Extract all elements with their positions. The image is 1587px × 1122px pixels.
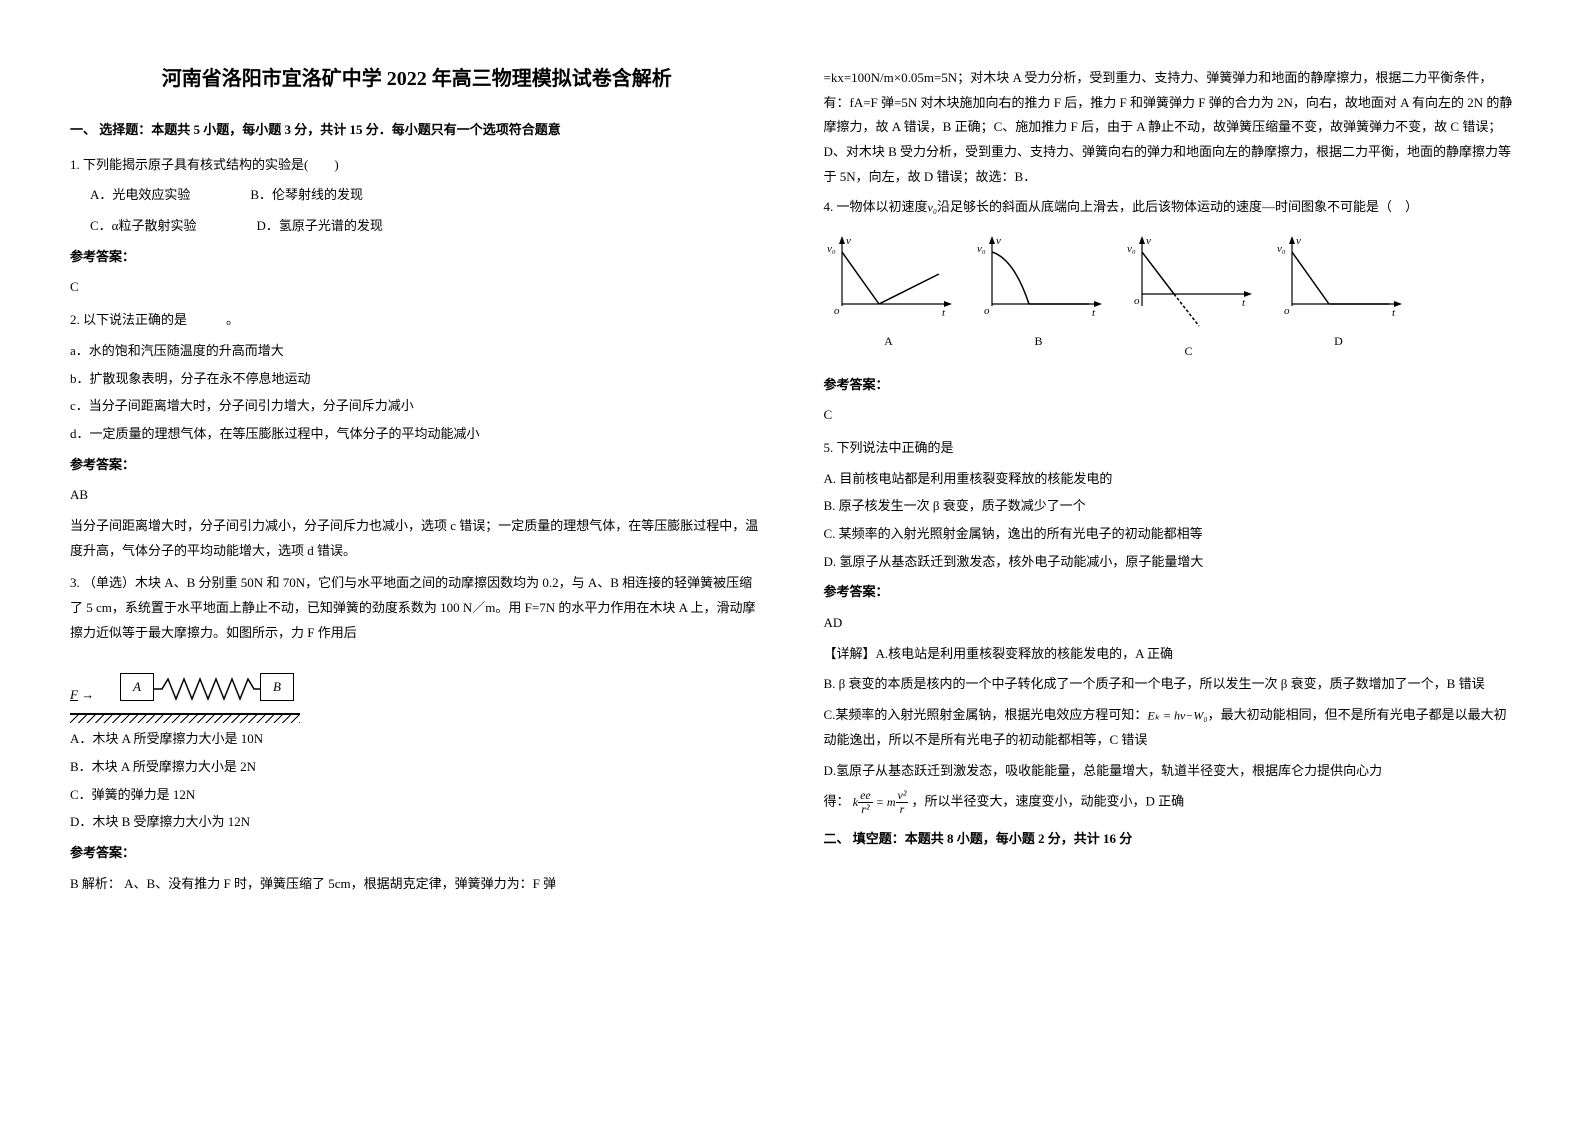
q2-optd: d．一定质量的理想气体，在等压膨胀过程中，气体分子的平均动能减小 [70, 422, 764, 447]
q1-optA: A．光电效应实验 [90, 183, 190, 208]
q5-answer: AD [824, 611, 1518, 636]
spring-icon [154, 677, 260, 701]
q5-expC: C.某频率的入射光照射金属钠，根据光电效应方程可知：Eₖ = hν−W₀，最大初… [824, 703, 1518, 752]
q4-text: 4. 一物体以初速度v₀沿足够长的斜面从底端向上滑去，此后该物体运动的速度—时间… [824, 195, 1518, 220]
svg-text:o: o [834, 305, 840, 317]
q3-answer-label: 参考答案： [70, 841, 764, 866]
graph-D-svg: v₀ v o t [1274, 234, 1404, 319]
question-4: 4. 一物体以初速度v₀沿足够长的斜面从底端向上滑去，此后该物体运动的速度—时间… [824, 195, 1518, 428]
formula-coulomb: keer² = mv²r [853, 795, 912, 809]
graph-C-label: C [1124, 340, 1254, 363]
svg-text:t: t [1092, 307, 1096, 319]
q5-text: 5. 下列说法中正确的是 [824, 436, 1518, 461]
q5-answer-label: 参考答案： [824, 580, 1518, 605]
q3-optA: A．木块 A 所受摩擦力大小是 10N [70, 727, 764, 752]
q3-optB: B．木块 A 所受摩擦力大小是 2N [70, 755, 764, 780]
svg-text:v₀: v₀ [977, 243, 986, 255]
svg-text:v₀: v₀ [827, 243, 836, 255]
svg-text:v: v [1296, 235, 1301, 247]
svg-text:v: v [996, 235, 1001, 247]
svg-text:v₀: v₀ [1127, 243, 1136, 255]
svg-text:o: o [1134, 295, 1140, 307]
section2-header: 二、 填空题：本题共 8 小题，每小题 2 分，共计 16 分 [824, 827, 1518, 852]
q1-optD: D．氢原子光谱的发现 [256, 214, 382, 239]
q2-answer-label: 参考答案： [70, 453, 764, 478]
graph-B: v₀ v o t B [974, 234, 1104, 362]
q5-optC: C. 某频率的入射光照射金属钠，逸出的所有光电子的初动能都相等 [824, 522, 1518, 547]
graph-A-svg: v₀ v o t [824, 234, 954, 319]
graph-A: v₀ v o t A [824, 234, 954, 362]
question-1: 1. 下列能揭示原子具有核式结构的实验是( ) A．光电效应实验 B．伦琴射线的… [70, 153, 764, 300]
ground-hatch [70, 713, 300, 723]
formula-Ek: Eₖ = hν−W₀ [1147, 709, 1207, 723]
graph-D: v₀ v o t D [1274, 234, 1404, 362]
force-arrow: F → [70, 683, 94, 708]
q5-expA: 【详解】A.核电站是利用重核裂变释放的核能发电的，A 正确 [824, 642, 1518, 667]
q2-answer: AB [70, 483, 764, 508]
graph-B-svg: v₀ v o t [974, 234, 1104, 319]
question-2: 2. 以下说法正确的是 。 a．水的饱和汽压随温度的升高而增大 b．扩散现象表明… [70, 308, 764, 563]
block-A: A [120, 673, 154, 701]
svg-text:v: v [1146, 235, 1151, 247]
graph-C-svg: v₀ v o t [1124, 234, 1254, 329]
q4-graphs: v₀ v o t A v₀ v o [824, 234, 1518, 362]
q1-text: 1. 下列能揭示原子具有核式结构的实验是( ) [70, 153, 764, 178]
q2-optb: b．扩散现象表明，分子在永不停息地运动 [70, 367, 764, 392]
q3-continuation: =kx=100N/m×0.05m=5N；对木块 A 受力分析，受到重力、支持力、… [824, 66, 1518, 189]
question-3: 3. （单选）木块 A、B 分别重 50N 和 70N，它们与水平地面之间的动摩… [70, 571, 764, 896]
svg-text:t: t [1242, 297, 1246, 309]
svg-text:o: o [984, 305, 990, 317]
v0-symbol: v₀ [928, 201, 938, 215]
q4-answer: C [824, 403, 1518, 428]
q2-text: 2. 以下说法正确的是 。 [70, 308, 764, 333]
q1-optB: B．伦琴射线的发现 [250, 183, 363, 208]
q3-text: 3. （单选）木块 A、B 分别重 50N 和 70N，它们与水平地面之间的动摩… [70, 571, 764, 645]
q5-optB: B. 原子核发生一次 β 衰变，质子数减少了一个 [824, 494, 1518, 519]
q5-optD: D. 氢原子从基态跃迁到激发态，核外电子动能减小，原子能量增大 [824, 550, 1518, 575]
q5-expB: B. β 衰变的本质是核内的一个中子转化成了一个质子和一个电子，所以发生一次 β… [824, 672, 1518, 697]
svg-text:t: t [942, 307, 946, 319]
q5-expD1: D.氢原子从基态跃迁到激发态，吸收能能量，总能量增大，轨道半径变大，根据库仑力提… [824, 759, 1518, 784]
q3-optD: D．木块 B 受摩擦力大小为 12N [70, 810, 764, 835]
q3-figure: F → A B [70, 657, 300, 715]
svg-text:t: t [1392, 307, 1396, 319]
q5-optA: A. 目前核电站都是利用重核裂变释放的核能发电的 [824, 467, 1518, 492]
graph-B-label: B [974, 330, 1104, 353]
q5-expD2: 得： keer² = mv²r ，所以半径变大，速度变小，动能变小，D 正确 [824, 789, 1518, 816]
question-5: 5. 下列说法中正确的是 A. 目前核电站都是利用重核裂变释放的核能发电的 B.… [824, 436, 1518, 817]
q3-optC: C．弹簧的弹力是 12N [70, 783, 764, 808]
svg-text:o: o [1284, 305, 1290, 317]
graph-D-label: D [1274, 330, 1404, 353]
section1-header: 一、 选择题：本题共 5 小题，每小题 3 分，共计 15 分．每小题只有一个选… [70, 118, 764, 143]
q1-answer-label: 参考答案： [70, 245, 764, 270]
graph-A-label: A [824, 330, 954, 353]
q2-opta: a．水的饱和汽压随温度的升高而增大 [70, 339, 764, 364]
q2-explanation: 当分子间距离增大时，分子间引力减小，分子间斥力也减小，选项 c 错误；一定质量的… [70, 514, 764, 563]
q3-answer-line: B 解析： A、B、没有推力 F 时，弹簧压缩了 5cm，根据胡克定律，弹簧弹力… [70, 872, 764, 897]
q1-optC: C．α粒子散射实验 [90, 214, 196, 239]
q4-answer-label: 参考答案： [824, 373, 1518, 398]
q1-answer: C [70, 275, 764, 300]
page-title: 河南省洛阳市宜洛矿中学 2022 年高三物理模拟试卷含解析 [70, 60, 764, 98]
block-B: B [260, 673, 294, 701]
svg-text:v₀: v₀ [1277, 243, 1286, 255]
graph-C: v₀ v o t C [1124, 234, 1254, 362]
q2-optc: c．当分子间距离增大时，分子间引力增大，分子间斥力减小 [70, 394, 764, 419]
svg-text:v: v [846, 235, 851, 247]
